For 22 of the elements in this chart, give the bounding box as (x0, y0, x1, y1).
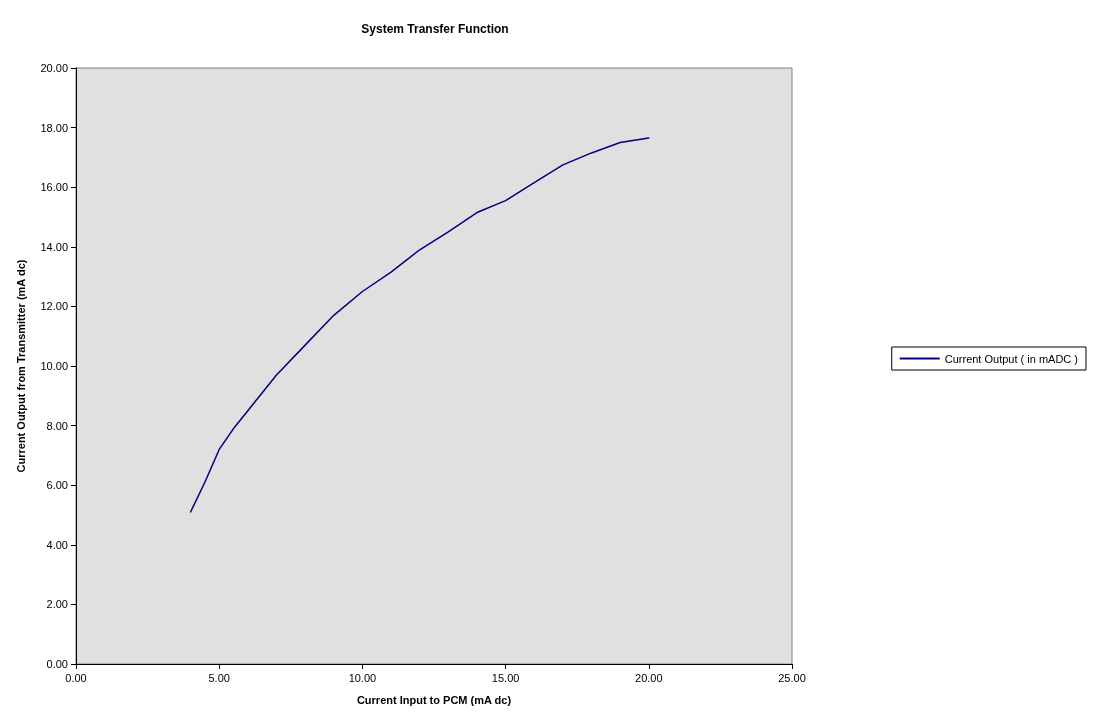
y-tick-label: 8.00 (46, 419, 68, 432)
x-tick-label: 0.00 (65, 671, 87, 684)
legend-label: Current Output ( in mADC ) (944, 352, 1079, 365)
x-tick-label: 5.00 (208, 671, 230, 684)
y-tick-label: 14.00 (40, 240, 68, 253)
x-tick-label: 10.00 (348, 671, 377, 684)
y-tick-label: 10.00 (40, 360, 68, 372)
y-tick-label: 4.00 (46, 538, 68, 551)
y-axis-title: Current Output from Transmitter (mA dc) (14, 259, 27, 473)
y-tick-label: 18.00 (40, 121, 68, 134)
x-tick-label: 25.00 (778, 671, 806, 684)
x-axis-title: Current Input to PCM (mA dc) (356, 693, 512, 706)
y-tick-label: 12.00 (40, 300, 68, 313)
y-tick-label: 2.00 (46, 598, 68, 611)
y-tick-label: 16.00 (40, 181, 68, 194)
line-series (189, 137, 650, 513)
y-tick-label: 0.00 (46, 658, 68, 670)
x-tick-label: 20.00 (635, 671, 663, 684)
x-tick-label: 15.00 (491, 671, 520, 684)
y-tick-label: 20.00 (40, 62, 68, 74)
chart-title: System Transfer Function (361, 22, 509, 36)
y-tick-label: 6.00 (46, 479, 68, 492)
